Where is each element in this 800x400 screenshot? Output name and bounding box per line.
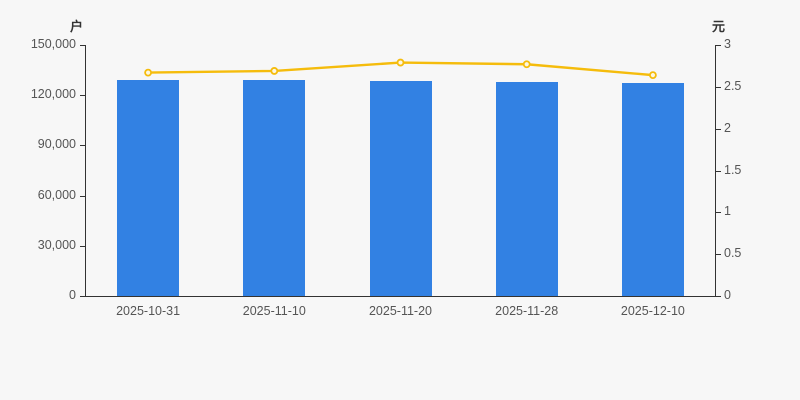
right-y-axis-line [715, 45, 716, 296]
right-tick-label: 2.5 [724, 78, 742, 93]
x-axis-label: 2025-10-31 [116, 304, 181, 318]
right-tick-mark [716, 86, 721, 88]
left-tick-label: 150,000 [30, 37, 76, 51]
left-tick-label: 30,000 [37, 237, 76, 252]
left-tick-mark [80, 296, 85, 297]
bar[interactable] [621, 82, 684, 296]
right-tick-label: 0.5 [724, 246, 742, 261]
right-tick-mark [716, 45, 721, 46]
right-tick-label: 3 [724, 37, 731, 51]
right-tick-mark [716, 170, 721, 172]
right-tick-label: 1 [724, 204, 731, 219]
x-axis-line [85, 296, 716, 297]
right-tick-label: 0 [724, 288, 731, 302]
x-axis-label: 2025-11-20 [368, 304, 432, 318]
x-axis-label: 2025-11-28 [495, 304, 559, 318]
right-tick-label: 2 [724, 120, 731, 135]
x-axis-label: 2025-12-10 [620, 304, 685, 318]
left-tick-mark [80, 245, 85, 247]
left-tick-mark [80, 145, 85, 147]
left-tick-label: 90,000 [37, 137, 76, 152]
left-tick-mark [80, 195, 85, 197]
right-tick-mark [716, 254, 721, 256]
bar[interactable] [369, 80, 432, 296]
left-tick-mark [80, 45, 85, 46]
right-tick-mark [716, 128, 721, 130]
bar[interactable] [117, 79, 180, 296]
right-tick-mark [716, 296, 721, 297]
bar-series-layer [85, 45, 716, 296]
bar[interactable] [495, 82, 558, 296]
left-axis-unit-label: 户 [70, 20, 84, 35]
right-tick-label: 1.5 [724, 162, 742, 177]
right-tick-mark [716, 212, 721, 214]
left-tick-label: 60,000 [37, 187, 76, 202]
left-y-axis-line [85, 45, 86, 296]
x-axis-label: 2025-11-10 [242, 304, 306, 318]
right-axis-unit-label: 元 [712, 20, 726, 35]
left-tick-label: 0 [69, 288, 76, 302]
bar[interactable] [243, 80, 306, 296]
left-tick-label: 120,000 [30, 87, 76, 102]
left-tick-mark [80, 95, 85, 97]
